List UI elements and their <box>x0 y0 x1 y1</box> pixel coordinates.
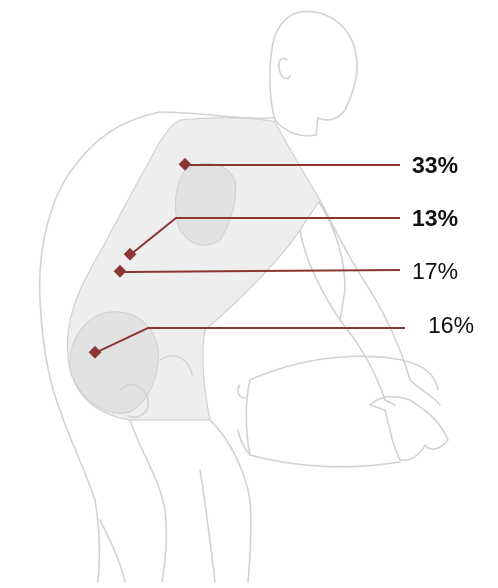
marker <box>178 157 192 171</box>
leader-line <box>94 327 405 354</box>
callout-label: 13% <box>412 205 458 231</box>
marker <box>123 247 137 261</box>
figure-illustration <box>38 10 449 583</box>
leader-line <box>119 269 401 273</box>
callout-label: 17% <box>412 258 458 284</box>
callout-label: 16% <box>428 312 474 338</box>
leader-line <box>129 217 400 256</box>
callout-label: 33% <box>412 152 458 178</box>
